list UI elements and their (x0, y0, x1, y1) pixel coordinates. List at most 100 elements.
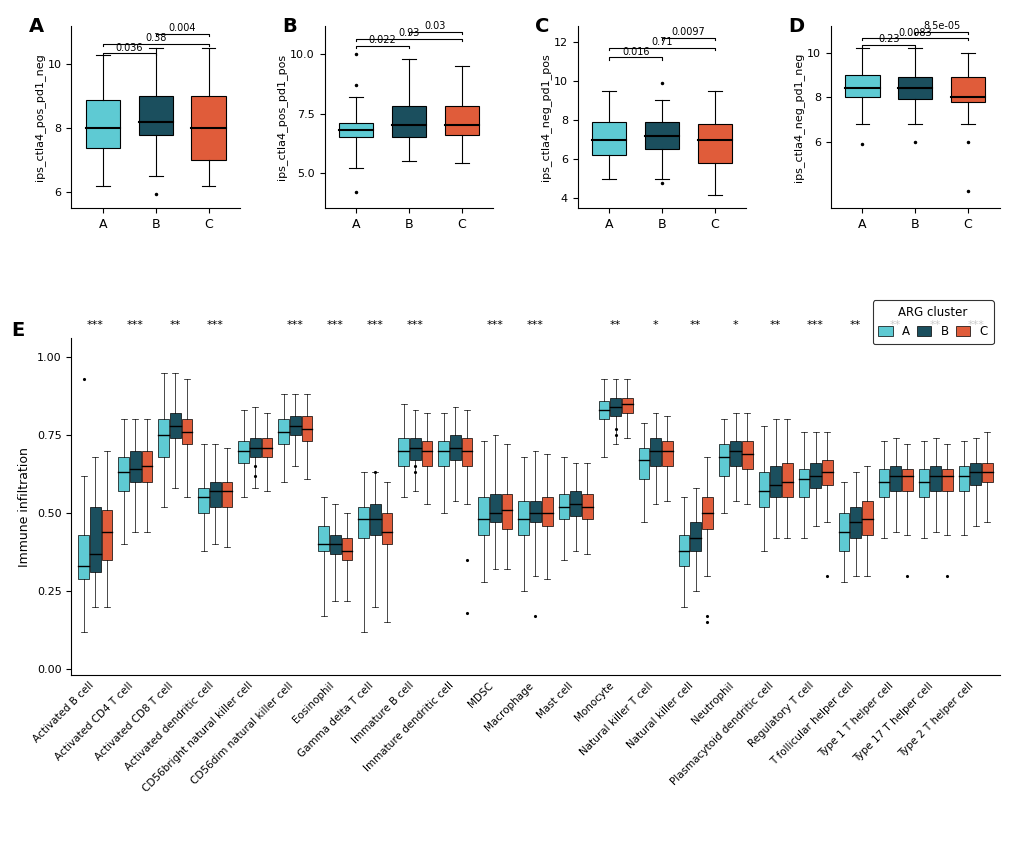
FancyBboxPatch shape (897, 77, 931, 100)
FancyBboxPatch shape (142, 450, 152, 481)
Text: ***: *** (207, 320, 223, 330)
FancyBboxPatch shape (489, 494, 500, 522)
FancyBboxPatch shape (609, 397, 621, 417)
Text: E: E (11, 321, 24, 340)
FancyBboxPatch shape (158, 419, 169, 457)
FancyBboxPatch shape (238, 442, 249, 463)
FancyBboxPatch shape (192, 96, 225, 160)
Text: **: ** (890, 320, 901, 330)
Text: ***: *** (806, 320, 823, 330)
FancyBboxPatch shape (821, 460, 832, 485)
FancyBboxPatch shape (278, 419, 289, 444)
FancyBboxPatch shape (181, 419, 193, 444)
FancyBboxPatch shape (370, 504, 380, 535)
FancyBboxPatch shape (592, 122, 626, 155)
FancyBboxPatch shape (644, 122, 679, 150)
FancyBboxPatch shape (421, 442, 432, 466)
FancyBboxPatch shape (661, 442, 672, 466)
FancyBboxPatch shape (318, 526, 329, 551)
FancyBboxPatch shape (798, 469, 808, 497)
FancyBboxPatch shape (861, 501, 871, 535)
FancyBboxPatch shape (541, 497, 552, 526)
FancyBboxPatch shape (518, 501, 529, 535)
FancyBboxPatch shape (410, 438, 421, 460)
FancyBboxPatch shape (262, 438, 272, 457)
Y-axis label: ips_ctla4_pos_pd1_pos: ips_ctla4_pos_pd1_pos (276, 54, 287, 180)
FancyBboxPatch shape (330, 535, 340, 553)
FancyBboxPatch shape (530, 501, 540, 522)
FancyBboxPatch shape (221, 481, 232, 507)
FancyBboxPatch shape (950, 77, 984, 101)
FancyBboxPatch shape (139, 96, 173, 135)
FancyBboxPatch shape (250, 438, 261, 457)
Text: 8.5e-05: 8.5e-05 (922, 21, 959, 31)
Text: *: * (652, 320, 657, 330)
FancyBboxPatch shape (391, 107, 426, 138)
FancyBboxPatch shape (741, 442, 752, 469)
Text: C: C (535, 16, 549, 36)
FancyBboxPatch shape (690, 522, 700, 551)
FancyBboxPatch shape (444, 107, 478, 135)
Text: 0.0097: 0.0097 (671, 27, 704, 37)
FancyBboxPatch shape (598, 401, 608, 419)
FancyBboxPatch shape (969, 463, 980, 485)
FancyBboxPatch shape (649, 438, 660, 466)
Text: ***: *** (966, 320, 983, 330)
FancyBboxPatch shape (449, 435, 461, 460)
FancyBboxPatch shape (981, 463, 991, 481)
FancyBboxPatch shape (558, 494, 569, 520)
Text: **: ** (769, 320, 781, 330)
Text: **: ** (849, 320, 860, 330)
FancyBboxPatch shape (398, 438, 409, 466)
FancyBboxPatch shape (462, 438, 472, 466)
FancyBboxPatch shape (102, 510, 112, 560)
FancyBboxPatch shape (929, 466, 941, 491)
FancyBboxPatch shape (570, 491, 581, 516)
FancyBboxPatch shape (877, 469, 889, 497)
Text: 0.0083: 0.0083 (898, 28, 931, 37)
Text: 0.71: 0.71 (651, 37, 673, 47)
FancyBboxPatch shape (438, 442, 448, 466)
Y-axis label: ips_ctla4_pos_pd1_neg: ips_ctla4_pos_pd1_neg (34, 54, 45, 181)
FancyBboxPatch shape (210, 481, 221, 507)
FancyBboxPatch shape (501, 494, 512, 529)
FancyBboxPatch shape (769, 466, 781, 497)
FancyBboxPatch shape (838, 513, 849, 551)
FancyBboxPatch shape (890, 466, 900, 491)
Text: 0.23: 0.23 (877, 35, 899, 44)
FancyBboxPatch shape (78, 535, 89, 578)
Text: ***: *** (527, 320, 543, 330)
Text: D: D (788, 16, 804, 36)
FancyBboxPatch shape (338, 123, 373, 138)
FancyBboxPatch shape (289, 417, 301, 435)
Text: *: * (732, 320, 738, 330)
FancyBboxPatch shape (90, 507, 101, 572)
FancyBboxPatch shape (958, 466, 968, 491)
Text: ***: *** (487, 320, 503, 330)
Text: ***: *** (126, 320, 144, 330)
FancyBboxPatch shape (302, 417, 312, 442)
Y-axis label: ips_ctla4_neg_pd1_pos: ips_ctla4_neg_pd1_pos (540, 54, 550, 181)
FancyBboxPatch shape (941, 469, 952, 491)
FancyBboxPatch shape (918, 469, 928, 497)
Text: 0.036: 0.036 (115, 42, 143, 53)
Text: **: ** (169, 320, 180, 330)
FancyBboxPatch shape (478, 497, 489, 535)
Text: ***: *** (87, 320, 104, 330)
FancyBboxPatch shape (845, 74, 878, 97)
Text: 0.93: 0.93 (397, 29, 419, 38)
Text: ***: *** (407, 320, 424, 330)
FancyBboxPatch shape (678, 535, 689, 566)
FancyBboxPatch shape (118, 457, 129, 491)
Text: 0.004: 0.004 (168, 23, 196, 33)
Text: 0.03: 0.03 (424, 22, 445, 31)
FancyBboxPatch shape (849, 507, 860, 538)
Text: ***: *** (327, 320, 343, 330)
FancyBboxPatch shape (758, 473, 768, 507)
Text: 0.016: 0.016 (622, 47, 649, 56)
Text: ***: *** (286, 320, 304, 330)
Text: ***: *** (367, 320, 383, 330)
Text: B: B (282, 16, 297, 36)
FancyBboxPatch shape (781, 463, 792, 497)
FancyBboxPatch shape (129, 450, 141, 481)
